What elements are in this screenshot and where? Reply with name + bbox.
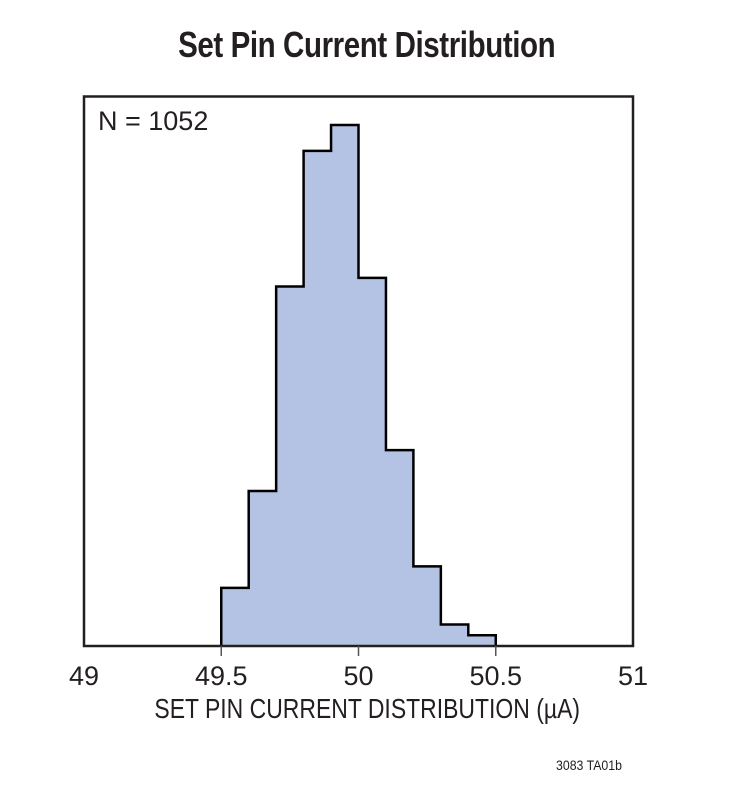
x-tick-label: 49.5 <box>195 661 248 691</box>
histogram-fill <box>221 125 496 646</box>
x-tick-label: 49 <box>69 661 99 691</box>
figure-id-footnote: 3083 TA01b <box>556 757 622 773</box>
x-tick-label: 51 <box>618 661 648 691</box>
x-axis-label: SET PIN CURRENT DISTRIBUTION (µA) <box>154 693 581 724</box>
chart-title: Set Pin Current Distribution <box>178 24 556 65</box>
x-axis-ticks: 49 49.5 50 50.5 51 <box>69 646 648 691</box>
histogram-outline <box>220 123 497 646</box>
sample-size-annotation: N = 1052 <box>98 106 208 136</box>
x-tick-label: 50.5 <box>469 661 522 691</box>
histogram-bars <box>220 123 497 646</box>
x-tick-label: 50 <box>343 661 373 691</box>
